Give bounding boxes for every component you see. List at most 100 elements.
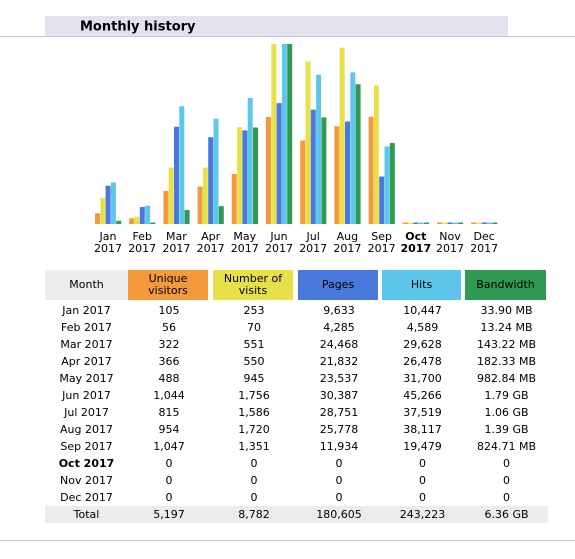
bar [242,130,248,224]
value-cell: 70 [247,320,261,334]
bar [418,222,424,224]
value-cell: 33.90 MB [480,303,533,317]
bar [476,222,482,224]
x-tick-label: 2017 [197,242,225,255]
x-tick-label: Feb [132,230,151,243]
value-cell: 31,700 [403,371,442,385]
bar [202,167,208,224]
value-cell: 25,778 [319,422,359,436]
month-cell: Feb 2017 [61,320,112,334]
x-tick-label: 2017 [400,242,431,255]
bar [368,116,374,224]
value-cell: 954 [158,422,180,436]
bar [237,127,243,224]
total-cell: 180,605 [316,507,362,521]
bar [471,222,477,224]
x-tick-label: Jul [306,230,320,243]
value-cell: 0 [503,456,510,470]
value-cell: 1,720 [238,422,270,436]
bar [321,117,327,224]
value-cell: 322 [158,337,180,351]
bar [116,220,122,224]
month-cell: Sep 2017 [60,439,113,453]
month-cell: Mar 2017 [60,337,113,351]
bar [424,222,429,224]
bar [310,109,316,224]
value-cell: 105 [158,303,180,317]
value-cell: 1,756 [238,388,270,402]
value-cell: 30,387 [319,388,359,402]
total-cell: 5,197 [153,507,185,521]
bar [110,182,116,224]
value-cell: 550 [243,354,265,368]
bar [442,222,448,224]
bar [100,198,106,224]
value-cell: 0 [419,473,426,487]
column-header: Number of visits [213,270,293,300]
bar [345,121,350,224]
bar [458,222,464,224]
x-tick-label: 2017 [231,242,259,255]
column-header: Bandwidth [465,270,546,300]
x-tick-label: May [233,230,256,243]
value-cell: 1,351 [238,439,270,453]
bar [163,190,169,224]
bar [231,173,237,224]
bar [384,146,390,224]
bar [316,74,322,224]
month-cell: Jun 2017 [62,388,111,402]
bar [452,222,458,224]
bar [287,44,293,224]
x-tick-label: 2017 [470,242,498,255]
value-cell: 824.71 MB [476,439,537,453]
value-cell: 29,628 [403,337,442,351]
value-cell: 253 [243,303,265,317]
month-cell: Jul 2017 [64,405,109,419]
x-tick-label: Nov [439,230,461,243]
value-cell: 26,478 [403,354,442,368]
bar [218,206,224,224]
bar [373,85,379,225]
value-cell: 13.24 MB [480,320,533,334]
bar [437,222,442,224]
value-cell: 0 [503,473,510,487]
value-cell: 0 [250,456,258,470]
bar [150,222,156,224]
bar [129,218,135,224]
value-cell: 0 [165,473,173,487]
bar [247,97,253,224]
value-cell: 982.84 MB [476,371,537,385]
x-tick-label: 2017 [299,242,327,255]
bar [276,103,282,224]
bar [271,44,277,224]
x-tick-label: 2017 [94,242,122,255]
bar [139,206,145,224]
value-cell: 182.33 MB [476,354,537,368]
value-cell: 21,832 [319,354,359,368]
value-cell: 551 [243,337,265,351]
x-tick-label: 2017 [265,242,293,255]
column-header: Month [45,270,128,300]
x-tick-label: Apr [201,230,221,243]
x-tick-label: 2017 [333,242,361,255]
value-cell: 9,633 [323,303,355,317]
bar [184,209,190,224]
x-tick-label: 2017 [162,242,190,255]
month-cell: Aug 2017 [60,422,113,436]
value-cell: 10,447 [403,303,442,317]
total-cell: 8,782 [238,507,270,521]
value-cell: 38,117 [403,422,442,436]
bar [168,167,174,224]
value-cell: 1,047 [153,439,185,453]
total-label: Total [73,507,100,521]
value-cell: 945 [243,371,265,385]
bar [481,222,487,224]
x-tick-label: 2017 [128,242,156,255]
bar [447,222,453,224]
x-tick-label: Sep [371,230,392,243]
x-tick-label: Aug [337,230,358,243]
month-cell: Nov 2017 [60,473,113,487]
bar [266,116,271,224]
